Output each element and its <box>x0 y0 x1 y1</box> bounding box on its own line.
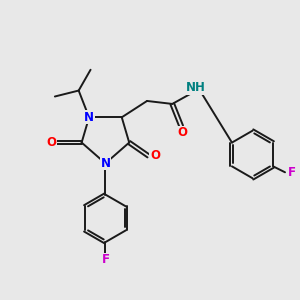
Text: O: O <box>178 126 188 139</box>
Text: O: O <box>150 149 160 162</box>
Text: NH: NH <box>186 81 206 94</box>
Text: O: O <box>46 136 56 149</box>
Text: N: N <box>100 157 110 170</box>
Text: F: F <box>101 254 110 266</box>
Text: F: F <box>288 166 296 179</box>
Text: N: N <box>84 111 94 124</box>
